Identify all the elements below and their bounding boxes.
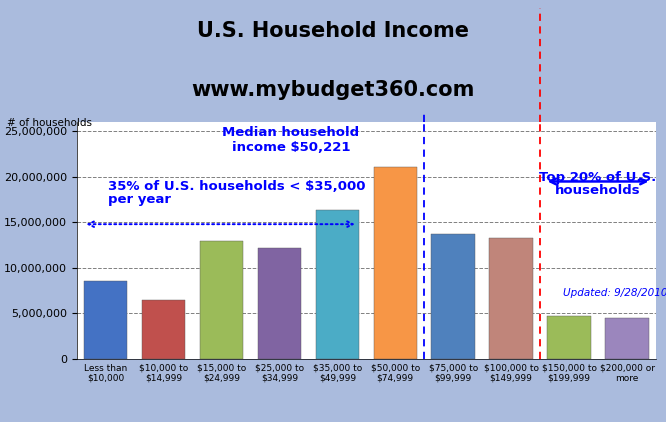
Text: per year: per year [109,193,171,206]
Bar [374,167,417,359]
Text: Top 20% of U.S.: Top 20% of U.S. [539,171,657,184]
Text: income $50,221: income $50,221 [232,141,350,154]
Text: # of households: # of households [7,118,92,128]
Bar [258,248,301,359]
Text: 35% of U.S. households < $35,000: 35% of U.S. households < $35,000 [109,180,366,193]
Bar [490,238,533,359]
Text: Updated: 9/28/2010: Updated: 9/28/2010 [563,288,666,298]
Text: households: households [555,184,641,197]
Text: Median household: Median household [222,126,360,139]
Bar [200,241,243,359]
Bar [142,300,185,359]
Bar [605,318,649,359]
Bar [547,316,591,359]
Text: www.mybudget360.com: www.mybudget360.com [191,80,475,100]
Bar [84,281,127,359]
Bar [316,210,359,359]
Bar [432,234,475,359]
Text: U.S. Household Income: U.S. Household Income [197,21,469,41]
